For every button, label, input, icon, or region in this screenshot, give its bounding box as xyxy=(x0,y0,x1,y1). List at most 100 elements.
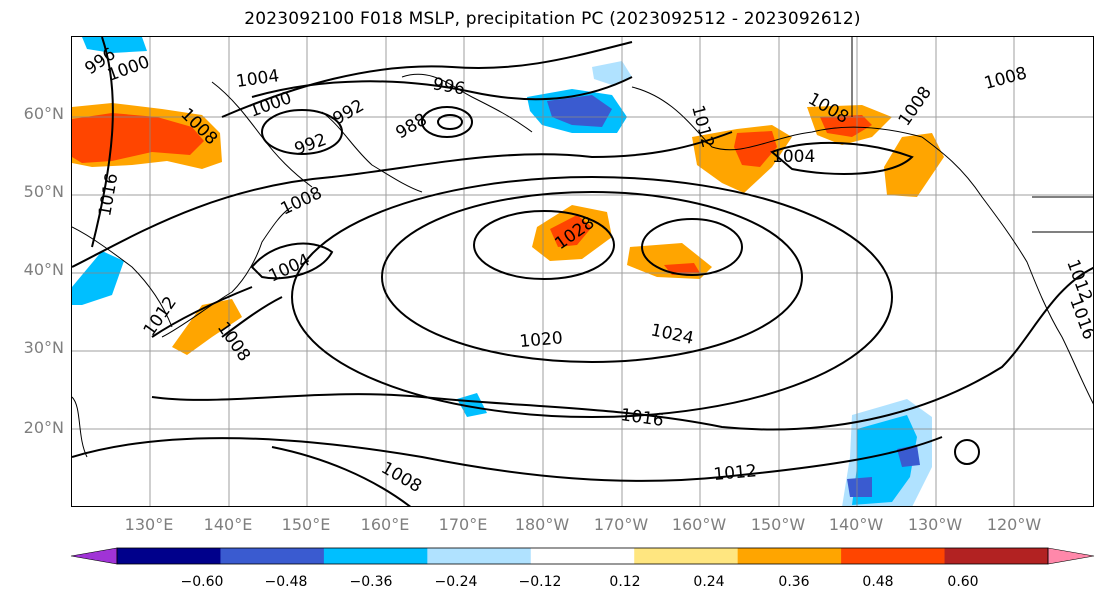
contour-label: 1016 xyxy=(619,405,665,431)
isobar-1028 xyxy=(473,210,615,280)
precip-positive-area xyxy=(884,133,944,197)
colorbar-tick-label: 0.12 xyxy=(609,574,641,590)
precip-light-negative-area xyxy=(592,61,632,85)
colorbar-segment xyxy=(323,548,428,564)
colorbar-segment xyxy=(737,548,842,564)
precip-positive-area xyxy=(172,299,242,355)
lon-label: 170°E xyxy=(438,515,488,534)
colorbar-tick-label: −0.60 xyxy=(180,574,224,590)
colorbar-segment xyxy=(634,548,739,564)
precip-strong-area xyxy=(550,215,592,247)
colorbar-tick-label: −0.12 xyxy=(518,574,562,590)
precip-strong-negative-area xyxy=(547,95,612,127)
precip-strong-negative-area xyxy=(847,477,872,497)
colorbar-segment xyxy=(944,548,1049,564)
graticule xyxy=(72,37,1093,506)
lon-label: 130°E xyxy=(124,515,174,534)
precip-shading xyxy=(72,37,944,506)
contour-label: 1016 xyxy=(95,172,122,218)
mslp-precip-map: 996 1000 1004 1000 1008 992 996 988 992 … xyxy=(72,37,1094,506)
colorbar-outline xyxy=(116,547,1049,565)
colorbar-tick-label: 0.48 xyxy=(862,574,894,590)
coastlines xyxy=(72,37,1093,458)
isobar-1028 xyxy=(641,218,743,276)
precip-negative-area xyxy=(82,37,147,53)
coastline xyxy=(921,136,1093,405)
isobar-1004 xyxy=(250,242,334,280)
lon-label: 180°W xyxy=(514,515,570,534)
colorbar-tick-label: −0.48 xyxy=(264,574,308,590)
contour-label: 1008 xyxy=(982,63,1029,94)
colorbar-segment xyxy=(427,548,532,564)
contour-label: 1012 xyxy=(687,103,718,150)
lon-label: 170°W xyxy=(593,515,649,534)
lat-label: 50°N xyxy=(23,182,64,201)
precip-strong-area xyxy=(72,113,204,163)
contour-label: 1008 xyxy=(278,183,326,219)
isobar-1012 xyxy=(72,436,943,482)
contour-label: 1016 xyxy=(1065,295,1094,342)
colorbar-segment xyxy=(530,548,635,564)
isobar-1020 xyxy=(291,176,893,418)
lon-label: 150°W xyxy=(750,515,806,534)
colorbar xyxy=(70,547,1095,565)
map-panel: 996 1000 1004 1000 1008 992 996 988 992 … xyxy=(71,36,1094,507)
isobar-1024 xyxy=(381,191,803,363)
contour-label: 992 xyxy=(292,130,329,160)
isobar-1016 xyxy=(151,266,1093,431)
precip-positive-area xyxy=(627,243,712,279)
colorbar-tick-label: 0.36 xyxy=(778,574,810,590)
coastline xyxy=(72,396,88,458)
isobar-1000 xyxy=(221,41,633,118)
isobar-1008 xyxy=(72,131,733,268)
isobar-992 xyxy=(261,109,343,155)
isobar-1008 xyxy=(271,446,411,506)
contour-label: 1008 xyxy=(378,458,425,497)
colorbar-extend-max xyxy=(1047,547,1095,565)
lon-label: 160°E xyxy=(360,515,410,534)
precip-negative-area xyxy=(72,251,124,305)
lon-label: 140°W xyxy=(828,515,884,534)
contour-label: 1008 xyxy=(213,318,254,365)
isobar-1012 xyxy=(954,439,980,465)
lon-label: 160°W xyxy=(671,515,727,534)
colorbar-tick-label: 0.60 xyxy=(947,574,979,590)
colorbar-segment xyxy=(117,548,221,564)
isobar-1004 xyxy=(770,141,914,175)
coastline xyxy=(161,206,293,338)
lat-label: 40°N xyxy=(23,260,64,279)
colorbar-extend-min xyxy=(70,547,118,565)
colorbar-tick-label: 0.24 xyxy=(693,574,725,590)
isobar-1012 xyxy=(151,286,253,338)
contour-label: 1020 xyxy=(519,328,564,352)
contour-label: 1012 xyxy=(140,293,181,340)
mslp-contours xyxy=(72,37,1093,506)
contour-label: 1004 xyxy=(266,250,314,286)
contour-label: 1008 xyxy=(895,83,936,130)
coastline xyxy=(72,226,173,328)
colorbar-segment xyxy=(841,548,946,564)
lon-label: 150°E xyxy=(281,515,331,534)
isobar-1008 xyxy=(221,296,283,338)
isobar-984 xyxy=(437,114,463,130)
coastline xyxy=(321,111,423,193)
isobar-1016 xyxy=(91,37,114,248)
lat-label: 30°N xyxy=(23,338,64,357)
coastline xyxy=(631,86,923,151)
coastline xyxy=(401,73,533,133)
contour-label: 1004 xyxy=(235,66,281,92)
colorbar-tick-label: −0.36 xyxy=(349,574,393,590)
colorbar-tick-label: −0.24 xyxy=(434,574,478,590)
colorbar-segments xyxy=(70,547,1095,565)
lon-label: 140°E xyxy=(203,515,253,534)
contour-label: 996 xyxy=(431,74,466,99)
contour-label: 1012 xyxy=(713,461,758,485)
contour-label: 1024 xyxy=(649,320,695,349)
precip-strong-area xyxy=(820,115,872,137)
lon-label: 120°W xyxy=(986,515,1042,534)
lon-label: 130°W xyxy=(907,515,963,534)
colorbar-segment xyxy=(220,548,325,564)
map-title: 2023092100 F018 MSLP, precipitation PC (… xyxy=(244,9,861,29)
lat-label: 60°N xyxy=(23,104,64,123)
isobar-988 xyxy=(421,106,473,138)
